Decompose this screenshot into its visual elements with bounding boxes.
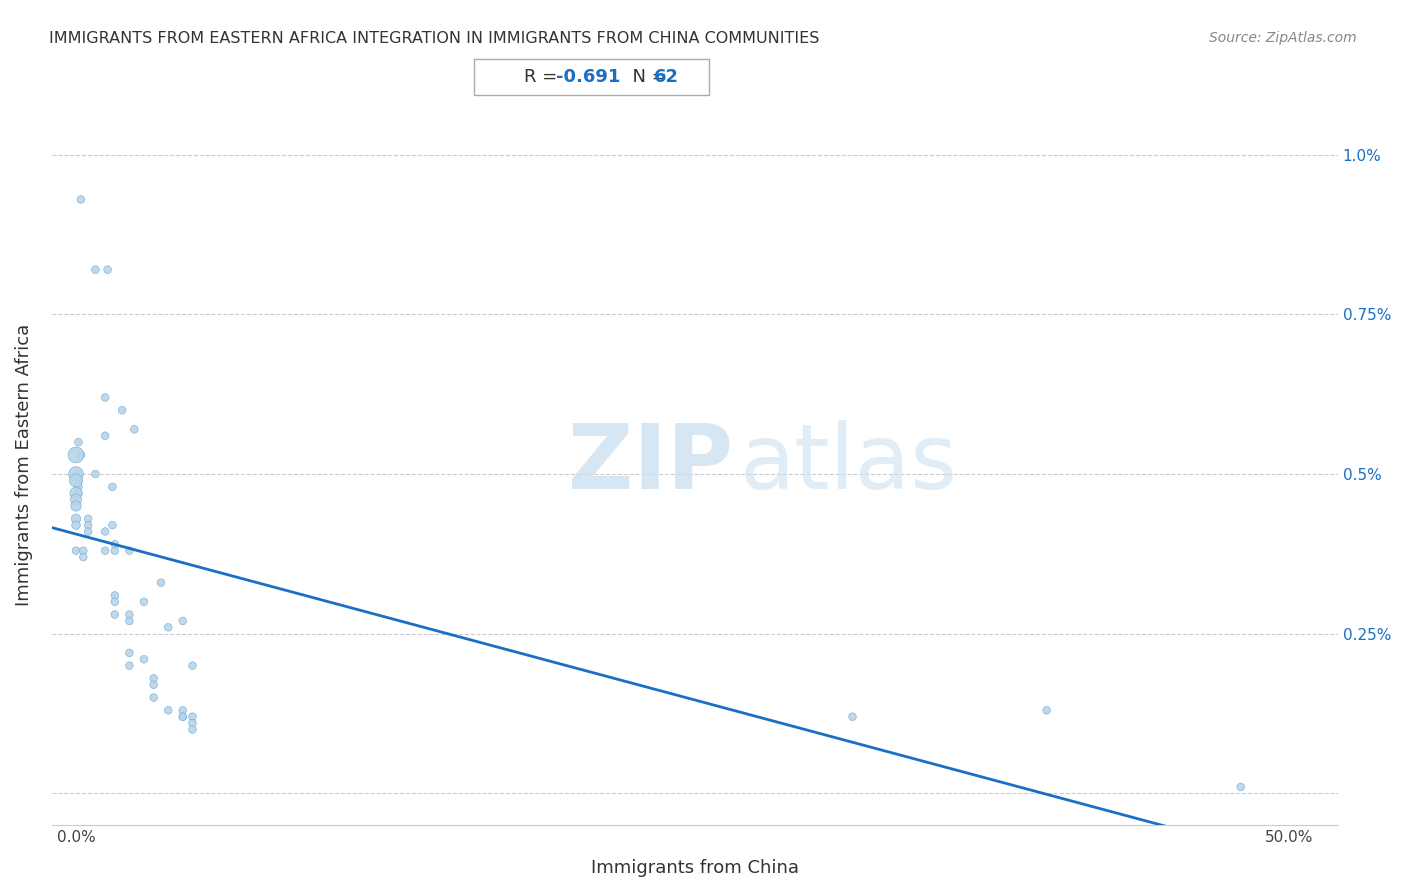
Point xyxy=(104,543,127,558)
Text: Source: ZipAtlas.com: Source: ZipAtlas.com xyxy=(1209,31,1357,45)
Point xyxy=(77,524,100,539)
Point xyxy=(1229,780,1251,794)
Text: R =   -0.691      N =   62: R = -0.691 N = 62 xyxy=(484,68,700,86)
Point xyxy=(142,672,165,686)
Point xyxy=(96,262,118,277)
Point xyxy=(132,595,155,609)
Text: IMMIGRANTS FROM EASTERN AFRICA INTEGRATION IN IMMIGRANTS FROM CHINA COMMUNITIES: IMMIGRANTS FROM EASTERN AFRICA INTEGRATI… xyxy=(49,31,820,46)
Point xyxy=(94,524,117,539)
Point xyxy=(72,543,94,558)
Point xyxy=(118,646,141,660)
Point xyxy=(172,703,194,717)
Point xyxy=(104,595,127,609)
Point xyxy=(67,474,90,488)
Point xyxy=(101,480,124,494)
Point xyxy=(118,607,141,622)
Point xyxy=(181,658,204,673)
Point xyxy=(122,422,145,436)
Point xyxy=(118,658,141,673)
Point xyxy=(104,537,127,551)
Point xyxy=(67,435,90,450)
Point xyxy=(65,467,87,481)
Point xyxy=(104,607,127,622)
Point xyxy=(77,512,100,526)
Point xyxy=(67,474,90,488)
Point xyxy=(172,709,194,723)
Point xyxy=(65,492,87,507)
Point xyxy=(65,474,87,488)
X-axis label: Immigrants from China: Immigrants from China xyxy=(591,859,799,877)
Point xyxy=(1035,703,1057,717)
Point xyxy=(181,723,204,737)
Point xyxy=(104,588,127,602)
Point xyxy=(65,499,87,513)
Point xyxy=(67,486,90,500)
Text: -0.691: -0.691 xyxy=(555,68,620,86)
Y-axis label: Immigrants from Eastern Africa: Immigrants from Eastern Africa xyxy=(15,323,32,606)
Point xyxy=(157,620,180,634)
Point xyxy=(70,448,93,462)
Point xyxy=(149,575,172,590)
Point xyxy=(142,690,165,705)
Point xyxy=(72,550,94,565)
Point xyxy=(67,467,90,481)
Point xyxy=(172,614,194,628)
Text: R =: R = xyxy=(523,68,562,86)
Point xyxy=(94,428,117,442)
Point xyxy=(65,543,87,558)
Point xyxy=(111,403,134,417)
Point xyxy=(118,614,141,628)
Text: N =: N = xyxy=(621,68,673,86)
Point xyxy=(94,391,117,405)
Point xyxy=(65,518,87,533)
Point xyxy=(172,709,194,723)
Text: atlas: atlas xyxy=(740,420,957,508)
Point xyxy=(67,480,90,494)
Point xyxy=(84,467,107,481)
Point xyxy=(65,486,87,500)
Text: ZIP: ZIP xyxy=(568,420,734,508)
Point xyxy=(132,652,155,666)
Point xyxy=(841,709,863,723)
Point xyxy=(157,703,180,717)
Point xyxy=(65,448,87,462)
Point xyxy=(181,716,204,731)
Point xyxy=(70,193,93,207)
Point xyxy=(181,709,204,723)
Point xyxy=(77,518,100,533)
Text: 62: 62 xyxy=(654,68,679,86)
Point xyxy=(94,543,117,558)
Point xyxy=(101,518,124,533)
Point xyxy=(84,262,107,277)
Point xyxy=(65,512,87,526)
Point xyxy=(118,543,141,558)
Point xyxy=(142,678,165,692)
